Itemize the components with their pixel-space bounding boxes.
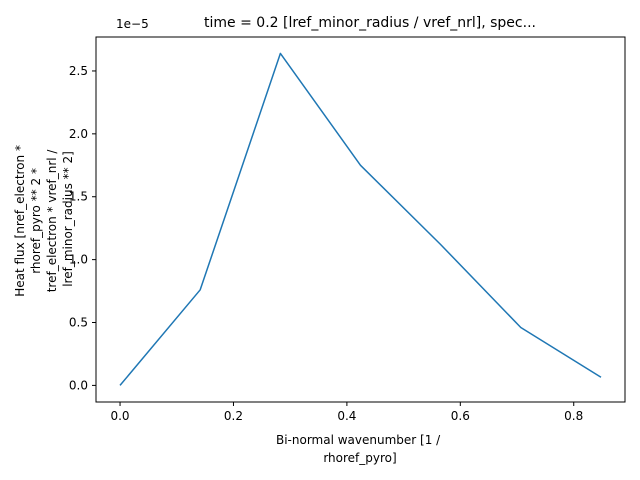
- x-tick-label: 0.8: [564, 409, 583, 423]
- y-axis-label-line-2: rhoref_pyro ** 2 *: [29, 168, 43, 274]
- x-axis-label: Bi-normal wavenumber [1 / rhoref_pyro]: [276, 433, 444, 465]
- y-tick-label: 2.5: [69, 64, 88, 78]
- y-offset-label: 1e−5: [116, 17, 149, 31]
- plot-frame: [95, 36, 626, 403]
- y-tick-label: 1.5: [69, 190, 88, 204]
- y-axis-label-line-1: Heat flux [nref_electron *: [13, 145, 27, 297]
- x-axis-label-line-1: Bi-normal wavenumber [1 /: [276, 433, 441, 447]
- series-line: [119, 52, 602, 386]
- x-tick-label: 0.4: [337, 409, 356, 423]
- x-axis-label-line-2: rhoref_pyro]: [323, 451, 396, 465]
- x-tick-label: 0.2: [224, 409, 243, 423]
- y-axis-label-line-3: tref_electron * vref_nrl /: [45, 149, 59, 293]
- y-axis-ticks: 0.0 0.5 1.0 1.5 2.0 2.5: [69, 64, 96, 392]
- y-tick-label: 0.5: [69, 316, 88, 330]
- x-tick-label: 0.6: [451, 409, 470, 423]
- y-tick-label: 2.0: [69, 127, 88, 141]
- y-axis-label: Heat flux [nref_electron * rhoref_pyro *…: [13, 141, 75, 297]
- x-tick-label: 0.0: [110, 409, 129, 423]
- x-axis-ticks: 0.0 0.2 0.4 0.6 0.8: [110, 402, 583, 423]
- chart-title: time = 0.2 [lref_minor_radius / vref_nrl…: [204, 15, 536, 31]
- y-axis-label-line-4: lref_minor_radius ** 2]: [61, 151, 75, 287]
- series-layer: [119, 52, 602, 386]
- y-tick-label: 0.0: [69, 378, 88, 392]
- y-tick-label: 1.0: [69, 253, 88, 267]
